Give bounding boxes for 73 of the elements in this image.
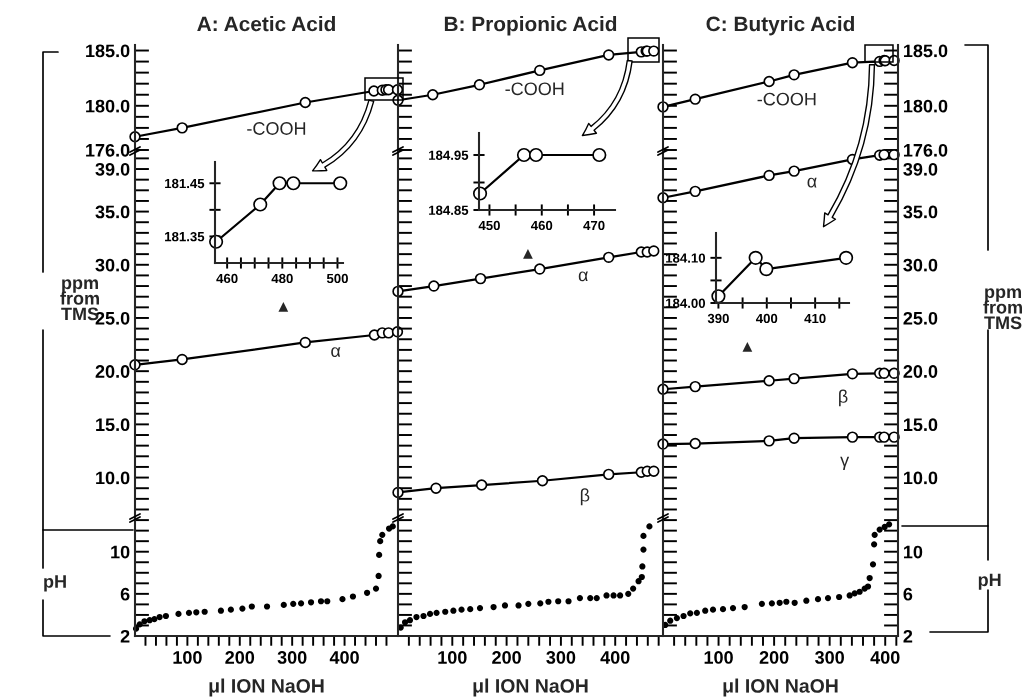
x-tick-label: 390 bbox=[707, 313, 729, 324]
annotation: ▲ bbox=[523, 249, 533, 259]
y-tick-label: 185.0 bbox=[904, 44, 948, 58]
y-tick-label: 35.0 bbox=[95, 205, 130, 219]
y-tick-label: 181.45 bbox=[165, 178, 205, 189]
x-tick-label: 450 bbox=[478, 220, 500, 231]
annotation: ▲ bbox=[278, 302, 289, 312]
y-tick-label: 2 bbox=[120, 629, 130, 643]
y-tick-label: 30.0 bbox=[903, 258, 938, 272]
series-label: -COOH bbox=[757, 92, 816, 106]
x-tick-label: 400 bbox=[329, 651, 359, 664]
y-tick-label: 39.0 bbox=[903, 162, 938, 176]
annotation: ▲ bbox=[742, 342, 753, 352]
chart-title: B: Propionic Acid bbox=[444, 16, 617, 36]
y-tick-label: 181.35 bbox=[165, 231, 205, 242]
y-tick-label: 15.0 bbox=[904, 418, 938, 432]
y-tick-label: 180.0 bbox=[86, 99, 130, 113]
x-tick-label: 100 bbox=[438, 651, 467, 664]
series-label: α bbox=[331, 347, 341, 358]
chart-title: A: Acetic Acid bbox=[197, 16, 335, 32]
series-label: β bbox=[839, 389, 848, 407]
y-tick-label: 10.0 bbox=[96, 471, 130, 485]
y-tick-label: 185.0 bbox=[86, 44, 130, 58]
y-tick-label: 15.0 bbox=[96, 418, 130, 432]
x-tick-label: 200 bbox=[492, 651, 521, 664]
y-tick-label: 10 bbox=[904, 545, 923, 559]
x-tick-label: 200 bbox=[225, 651, 255, 664]
y-axis-title: pH bbox=[44, 575, 66, 592]
y-tick-label: 20.0 bbox=[95, 365, 130, 378]
y-tick-label: 10 bbox=[111, 545, 130, 559]
y-tick-label: 184.00 bbox=[666, 298, 706, 308]
y-tick-label: 184.85 bbox=[429, 205, 469, 215]
series-label: -COOH bbox=[505, 82, 564, 96]
y-tick-label: 184.10 bbox=[666, 253, 706, 263]
x-tick-label: 300 bbox=[277, 651, 307, 664]
series-label: β bbox=[580, 488, 590, 506]
y-axis-title: pH bbox=[978, 573, 1001, 590]
x-tick-label: 460 bbox=[216, 273, 238, 284]
y-tick-label: 176.0 bbox=[904, 143, 948, 157]
x-tick-label: 410 bbox=[804, 313, 826, 324]
y-tick-label: 184.95 bbox=[429, 150, 469, 160]
y-tick-label: 180.0 bbox=[904, 99, 948, 113]
y-axis-title: ppm from TMS bbox=[983, 288, 1022, 330]
x-tick-label: 100 bbox=[704, 651, 733, 664]
x-tick-label: 400 bbox=[870, 651, 900, 664]
y-tick-label: 6 bbox=[120, 587, 130, 601]
y-tick-label: 35.0 bbox=[903, 205, 938, 219]
series-label: α bbox=[578, 271, 588, 282]
y-tick-label: 39.0 bbox=[95, 162, 130, 176]
y-tick-label: 10.0 bbox=[904, 471, 938, 485]
y-tick-label: 25.0 bbox=[903, 311, 938, 325]
x-tick-label: 200 bbox=[759, 651, 789, 664]
chart-title: C: Butyric Acid bbox=[706, 16, 854, 36]
x-axis-title: μl ION NaOH bbox=[473, 678, 588, 697]
series-label: -COOH bbox=[247, 122, 306, 135]
x-tick-label: 480 bbox=[271, 273, 293, 284]
x-tick-label: 400 bbox=[600, 651, 630, 664]
x-tick-label: 460 bbox=[530, 220, 553, 231]
x-axis-title: μl ION NaOH bbox=[209, 678, 324, 697]
x-tick-label: 300 bbox=[546, 651, 576, 664]
x-tick-label: 500 bbox=[326, 273, 348, 284]
series-label: α bbox=[807, 177, 817, 188]
x-axis-title: μl ION NaOH bbox=[723, 678, 838, 697]
y-tick-label: 2 bbox=[903, 629, 913, 643]
x-tick-label: 100 bbox=[173, 651, 202, 664]
y-tick-label: 30.0 bbox=[95, 258, 130, 272]
x-tick-label: 470 bbox=[583, 220, 605, 231]
x-tick-label: 300 bbox=[815, 651, 844, 664]
x-tick-label: 400 bbox=[755, 313, 778, 324]
y-tick-label: 20.0 bbox=[903, 365, 938, 378]
series-label: γ bbox=[840, 456, 850, 471]
y-tick-label: 176.0 bbox=[86, 143, 130, 157]
y-tick-label: 6 bbox=[903, 587, 913, 601]
